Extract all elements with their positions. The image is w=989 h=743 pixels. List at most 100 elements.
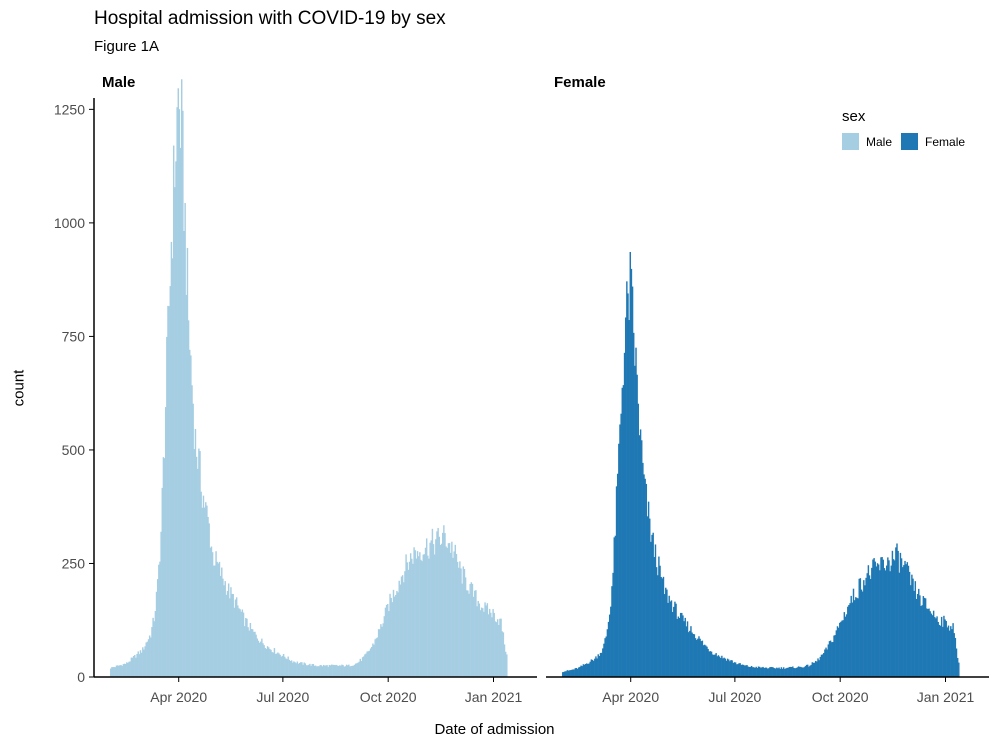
bar-male [451, 541, 453, 677]
bar-female [586, 663, 588, 677]
bar-male [365, 653, 367, 677]
bar-male [326, 665, 328, 677]
bar-female [936, 616, 938, 677]
bar-male [152, 617, 154, 677]
bar-female [781, 668, 784, 677]
bar-male [483, 611, 485, 677]
bar-female [876, 563, 879, 677]
bar-female [801, 667, 803, 677]
bar-male [368, 650, 371, 677]
bar-male [259, 641, 262, 677]
bar-male [482, 608, 484, 677]
bar-female [602, 648, 604, 677]
bar-female [562, 672, 564, 677]
bar-male [271, 652, 273, 677]
bar-male [295, 663, 297, 677]
bar-female [852, 588, 855, 677]
bar-male [372, 643, 374, 677]
bar-male [129, 661, 131, 677]
bar-male [396, 590, 398, 677]
bar-male [324, 665, 326, 677]
bar-male [286, 659, 288, 677]
bar-female [840, 621, 842, 677]
bar-male [195, 456, 198, 677]
bar-male [455, 553, 458, 677]
bar-female [945, 620, 947, 677]
bar-male [309, 663, 311, 677]
bar-male [274, 653, 277, 677]
bar-female [692, 634, 694, 677]
bar-male [119, 665, 121, 677]
bar-female [951, 629, 953, 677]
bar-male [176, 107, 178, 677]
bar-female [872, 559, 874, 677]
bar-female [633, 332, 635, 677]
facet-label-female: Female [554, 74, 606, 91]
bar-male [211, 552, 214, 677]
legend-item-male: Male [842, 133, 892, 150]
bar-male [395, 594, 397, 677]
bar-female [905, 564, 907, 677]
bar-female [879, 570, 881, 677]
bar-male [325, 665, 327, 677]
bar-male [120, 664, 122, 677]
bar-female [904, 560, 906, 677]
bar-male [475, 590, 477, 677]
bar-male [227, 583, 230, 677]
bar-male [311, 664, 313, 677]
bar-male [243, 626, 246, 677]
bar-female [928, 608, 930, 677]
bar-female [605, 636, 607, 677]
bar-male [490, 612, 492, 677]
bar-female [950, 626, 952, 677]
bar-female [624, 317, 627, 677]
bar-male [253, 631, 255, 677]
bar-female [703, 644, 706, 677]
bar-female [773, 668, 776, 677]
bar-female [613, 537, 615, 677]
bar-female [915, 598, 918, 677]
bar-female [847, 606, 849, 677]
bar-female [939, 625, 942, 677]
bar-male [469, 584, 471, 677]
bar-female [937, 621, 939, 677]
bar-female [637, 403, 640, 677]
bar-male [217, 563, 220, 677]
bar-male [171, 258, 174, 677]
bar-male [373, 644, 375, 677]
bar-male [272, 652, 275, 677]
bar-female [856, 597, 858, 677]
bar-female [600, 652, 603, 677]
bar-male [371, 646, 373, 677]
y-tick-label: 1000 [54, 215, 85, 231]
bar-female [817, 658, 819, 677]
bar-female [671, 611, 674, 677]
bar-male [459, 561, 461, 677]
bar-female [620, 413, 622, 677]
bar-male [463, 569, 466, 677]
y-tick-label: 500 [62, 442, 86, 458]
bar-female [899, 552, 902, 677]
bar-female [935, 618, 937, 677]
bar-female [646, 516, 649, 677]
bar-female [742, 664, 745, 677]
bar-female [702, 645, 705, 677]
bar-female [698, 636, 700, 677]
bar-female [824, 649, 826, 677]
bar-male [235, 597, 238, 677]
bar-male [273, 648, 276, 677]
bar-male [440, 543, 443, 677]
bar-male [193, 449, 196, 677]
bar-male [499, 618, 501, 677]
bar-male [142, 647, 144, 677]
bar-male [453, 551, 455, 677]
bar-male [387, 604, 389, 677]
bar-female [729, 661, 731, 677]
bar-female [615, 486, 618, 677]
bar-female [811, 662, 814, 677]
bar-male [249, 623, 252, 677]
bar-female [903, 565, 905, 677]
bar-female [942, 626, 944, 677]
bar-female [792, 666, 794, 677]
chart-subtitle: Figure 1A [94, 38, 160, 55]
